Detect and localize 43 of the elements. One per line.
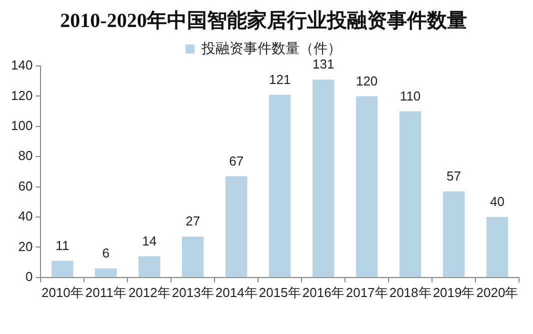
x-tick-label: 2014年	[215, 284, 258, 300]
y-tick-label: 60	[18, 178, 33, 194]
bar	[182, 236, 204, 277]
data-label: 6	[102, 245, 110, 260]
data-label: 131	[312, 56, 334, 72]
bar	[356, 96, 378, 277]
x-tick-label: 2016年	[302, 284, 344, 300]
bar	[138, 256, 160, 277]
data-label: 67	[229, 153, 244, 168]
y-tick-label: 120	[10, 88, 33, 103]
legend-label: 投融资事件数量（件）	[200, 40, 342, 56]
bar	[52, 260, 74, 277]
chart-title: 2010-2020年中国智能家居行业投融资事件数量	[60, 9, 467, 32]
y-tick-label: 20	[18, 238, 33, 254]
data-label: 121	[268, 72, 291, 87]
bar	[399, 111, 422, 277]
x-tick-label: 2012年	[128, 284, 170, 300]
bar	[312, 80, 334, 277]
y-tick-label: 0	[25, 268, 33, 284]
bar	[442, 191, 465, 277]
y-tick-label: 140	[10, 58, 33, 73]
data-label: 40	[490, 194, 504, 210]
bar	[95, 268, 117, 277]
data-label: 57	[446, 168, 462, 184]
x-tick-label: 2020年	[476, 284, 518, 300]
data-label: 120	[356, 73, 378, 88]
x-tick-label: 2017年	[346, 284, 388, 300]
data-label: 110	[400, 88, 421, 104]
data-label: 27	[186, 214, 200, 229]
x-tick-label: 2018年	[389, 284, 432, 300]
x-tick-label: 2013年	[172, 284, 214, 300]
data-label: 14	[142, 233, 157, 248]
y-tick-label: 80	[18, 148, 33, 164]
x-tick-label: 2010年	[41, 284, 84, 300]
data-label: 11	[56, 238, 70, 253]
x-tick-label: 2019年	[432, 284, 475, 300]
bar	[486, 217, 508, 277]
bar	[225, 176, 248, 277]
y-tick-label: 40	[18, 208, 33, 224]
x-tick-label: 2015年	[258, 284, 301, 300]
y-tick-label: 100	[10, 118, 33, 133]
bar	[268, 94, 291, 277]
x-tick-label: 2011年	[85, 284, 126, 300]
